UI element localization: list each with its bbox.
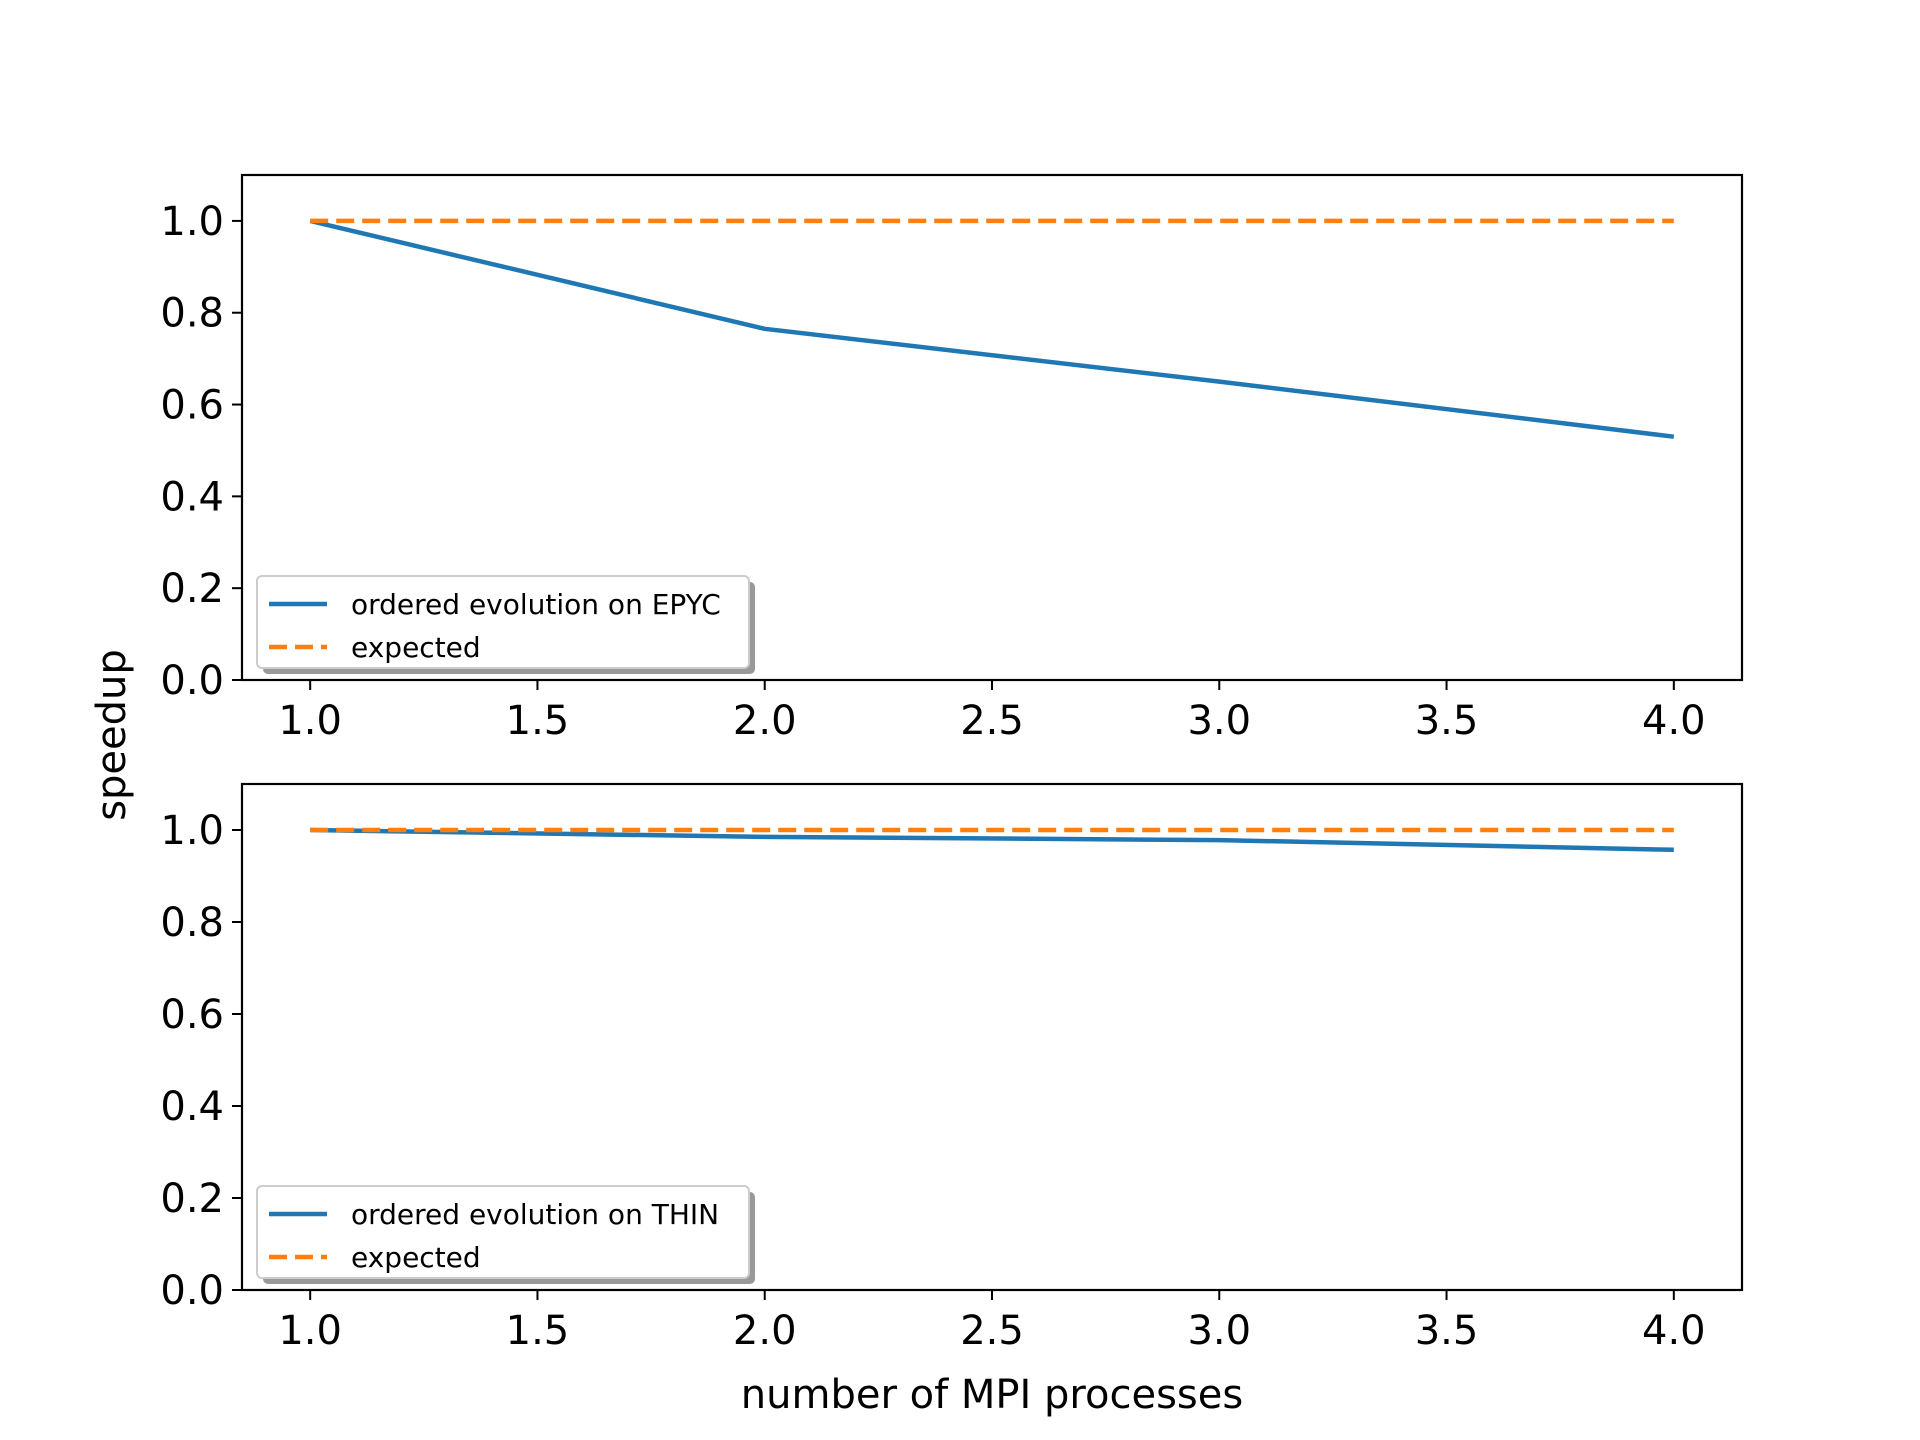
legend-box — [256, 1185, 750, 1279]
y-tick-label: 0.4 — [160, 1084, 224, 1130]
y-tick-label: 1.0 — [160, 808, 224, 854]
x-axis-title: number of MPI processes — [741, 1372, 1243, 1418]
x-tick-label: 1.0 — [278, 1308, 342, 1354]
y-tick-label: 0.6 — [160, 992, 224, 1038]
x-tick-label: 1.5 — [506, 698, 570, 744]
x-tick-label: 2.0 — [733, 698, 797, 744]
y-tick-label: 1.0 — [160, 199, 224, 245]
legend-box — [256, 575, 750, 669]
x-tick-label: 1.5 — [506, 1308, 570, 1354]
y-tick-label: 0.6 — [160, 383, 224, 429]
y-tick-label: 0.0 — [160, 658, 224, 704]
x-tick-label: 3.0 — [1187, 1308, 1251, 1354]
panel-epyc: 1.0 1.5 2.0 2.5 3.0 3.5 4.0 0.0 0.2 0.4 0.6 0.8 1.0 o… — [160, 173, 1744, 744]
legend-label-expected: expected — [351, 631, 481, 664]
panel-thin: 1.0 1.5 2.0 2.5 3.0 3.5 4.0 0.0 0.2 0.4 0.6 0.8 1.0 o… — [160, 782, 1744, 1354]
series-line-epyc-measured — [309, 218, 1675, 439]
x-tick-label: 1.0 — [278, 698, 342, 744]
x-tick-label: 3.0 — [1187, 698, 1251, 744]
y-axis-title: speedup — [89, 649, 135, 821]
y-tick-label: 0.4 — [160, 474, 224, 520]
y-tick-label: 0.0 — [160, 1268, 224, 1314]
x-tick-label: 4.0 — [1642, 698, 1706, 744]
legend-label-measured: ordered evolution on EPYC — [351, 588, 721, 621]
legend: ordered evolution on THIN expected — [256, 1185, 755, 1284]
x-tick-label: 2.5 — [960, 1308, 1024, 1354]
x-tick-label: 2.5 — [960, 698, 1024, 744]
legend-label-expected: expected — [351, 1241, 481, 1274]
legend: ordered evolution on EPYC expected — [256, 575, 755, 674]
x-tick-label: 4.0 — [1642, 1308, 1706, 1354]
x-tick-label: 3.5 — [1415, 698, 1479, 744]
y-tick-label: 0.2 — [160, 566, 224, 612]
x-tick-label: 2.0 — [733, 1308, 797, 1354]
y-tick-label: 0.8 — [160, 291, 224, 337]
x-tick-label: 3.5 — [1415, 1308, 1479, 1354]
series-line-thin-measured — [310, 827, 1674, 853]
y-tick-label: 0.8 — [160, 900, 224, 946]
y-tick-label: 0.2 — [160, 1176, 224, 1222]
legend-label-measured: ordered evolution on THIN — [351, 1198, 719, 1231]
